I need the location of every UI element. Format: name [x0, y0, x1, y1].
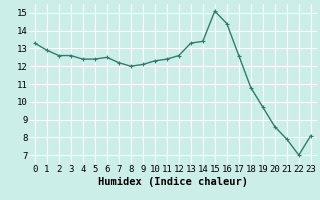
- X-axis label: Humidex (Indice chaleur): Humidex (Indice chaleur): [98, 177, 248, 187]
